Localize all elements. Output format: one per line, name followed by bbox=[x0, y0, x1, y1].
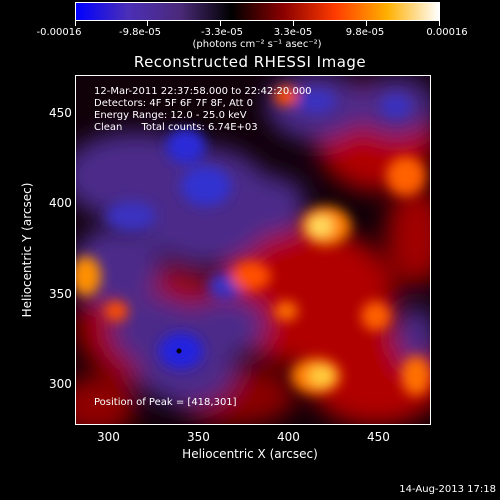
x-tick-label: 300 bbox=[97, 430, 120, 444]
time-range: 12-Mar-2011 22:37:58.000 to 22:42:20.000 bbox=[94, 86, 312, 97]
colorbar-tick bbox=[439, 20, 440, 26]
colorbar-tick-label: -9.8e-05 bbox=[119, 27, 161, 38]
colorbar-units: (photons cm⁻² s⁻¹ asec⁻²) bbox=[192, 39, 322, 50]
colorbar-tick-label: -3.3e-05 bbox=[201, 27, 243, 38]
x-axis-label: Heliocentric X (arcsec) bbox=[182, 447, 318, 461]
colorbar-tick bbox=[293, 20, 294, 26]
peak-marker bbox=[176, 348, 182, 354]
timestamp: 14-Aug-2013 17:18 bbox=[399, 484, 496, 495]
colorbar-tick bbox=[75, 20, 76, 26]
x-tick-label: 400 bbox=[277, 430, 300, 444]
detectors: Detectors: 4F 5F 6F 7F 8F, Att 0 bbox=[94, 98, 254, 109]
colorbar-tick-label: 3.3e-05 bbox=[273, 27, 313, 38]
energy-range: Energy Range: 12.0 - 25.0 keV bbox=[94, 110, 247, 121]
colorbar-tick bbox=[366, 20, 367, 26]
y-axis-label: Heliocentric Y (arcsec) bbox=[20, 182, 34, 318]
colorbar-tick bbox=[220, 20, 221, 26]
colorbar-tick bbox=[147, 20, 148, 26]
y-tick-label: 400 bbox=[49, 196, 72, 210]
y-tick-label: 300 bbox=[49, 377, 72, 391]
colorbar-tick-label: 9.8e-05 bbox=[345, 27, 385, 38]
y-tick-label: 350 bbox=[49, 287, 72, 301]
peak-position: Position of Peak = [418,301] bbox=[94, 397, 237, 408]
y-tick-label: 450 bbox=[49, 106, 72, 120]
colorbar-tick-label: 0.00016 bbox=[426, 27, 468, 38]
clean-counts: Clean Total counts: 6.74E+03 bbox=[94, 122, 258, 133]
colorbar bbox=[75, 2, 440, 21]
x-tick-label: 350 bbox=[187, 430, 210, 444]
x-tick-label: 450 bbox=[367, 430, 390, 444]
rhessi-image bbox=[75, 75, 431, 425]
plot-title: Reconstructed RHESSI Image bbox=[133, 53, 367, 71]
colorbar-tick-label: -0.00016 bbox=[36, 27, 82, 38]
